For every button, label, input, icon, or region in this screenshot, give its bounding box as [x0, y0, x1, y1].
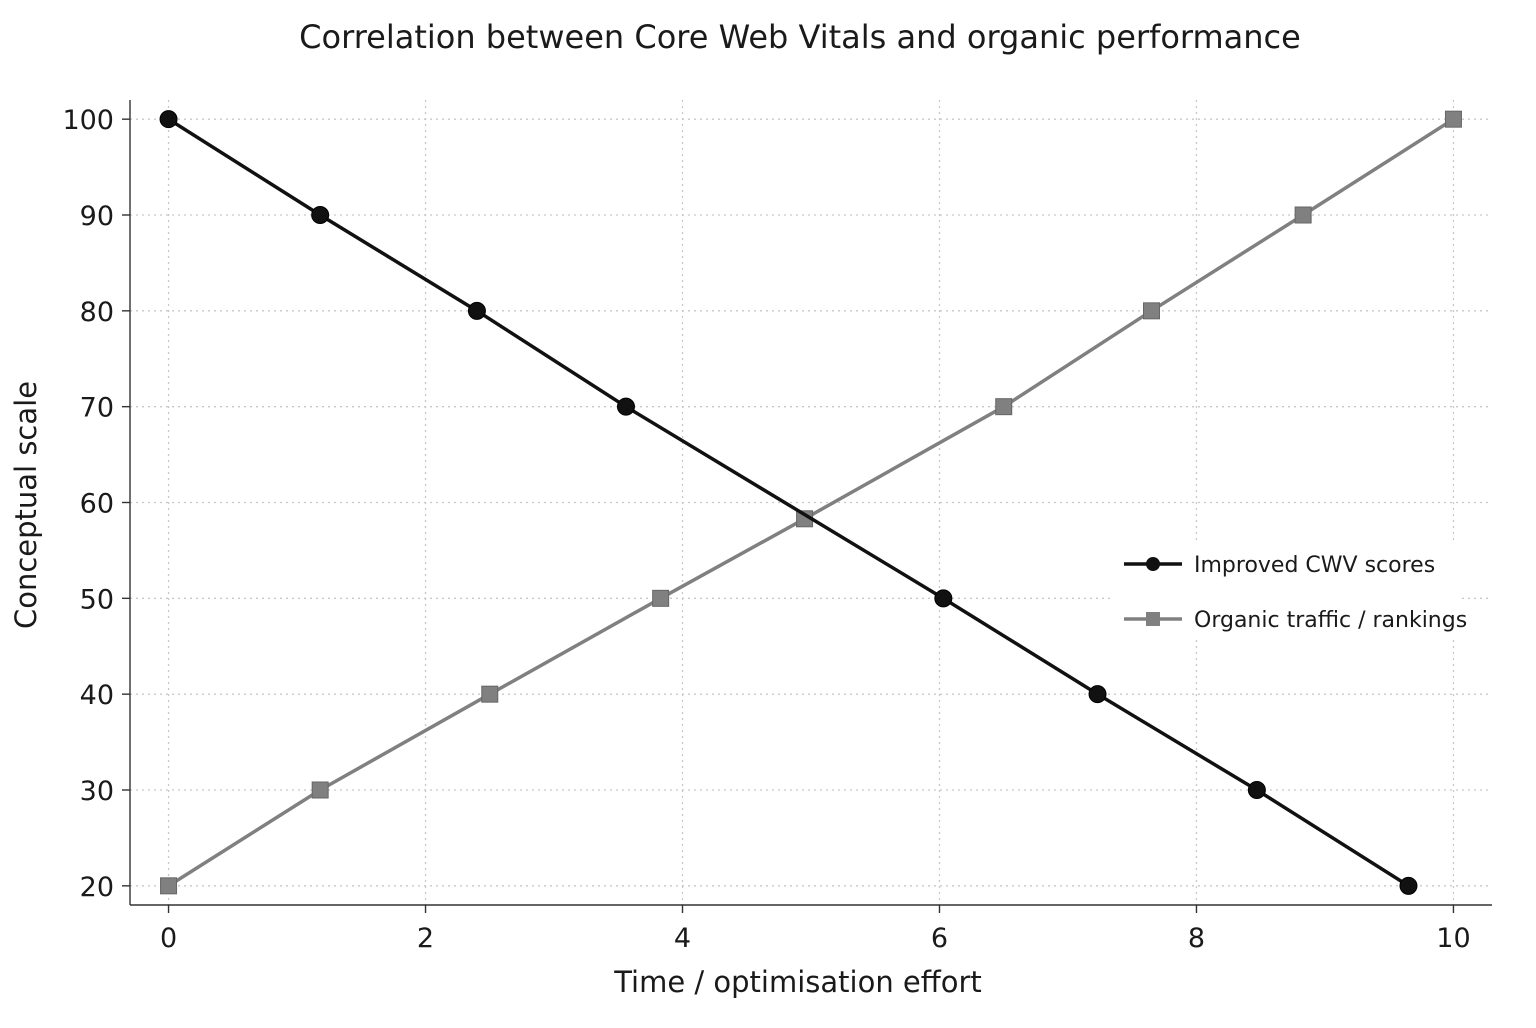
data-point	[1399, 876, 1418, 895]
data-point	[1088, 685, 1107, 704]
x-tick-label: 6	[931, 923, 948, 954]
y-axis-title: Conceptual scale	[9, 381, 43, 629]
data-point	[652, 589, 670, 607]
data-point	[160, 877, 178, 895]
legend-label: Improved CWV scores	[1194, 553, 1435, 578]
y-tick-label: 30	[80, 776, 114, 807]
legend-marker	[1146, 612, 1160, 626]
data-point	[995, 398, 1013, 416]
legend: Improved CWV scores Organic traffic / ran…	[1112, 540, 1467, 640]
series-line	[167, 117, 1455, 888]
x-axis-title: Time / optimisation effort	[613, 965, 982, 999]
series-line	[167, 117, 1410, 888]
legend-label: Organic traffic / rankings	[1194, 608, 1467, 633]
x-tick-label: 4	[674, 923, 691, 954]
series-layer	[159, 110, 1462, 895]
data-point	[481, 685, 499, 703]
data-point	[934, 589, 953, 608]
x-tick-label: 8	[1188, 923, 1205, 954]
data-point	[1247, 781, 1266, 799]
y-tick-label: 50	[80, 584, 114, 615]
y-tick-label: 90	[80, 201, 114, 232]
y-tick-label: 80	[80, 297, 114, 328]
data-point	[311, 206, 330, 224]
x-tick-label: 10	[1436, 923, 1470, 954]
data-point	[311, 781, 329, 799]
legend-marker	[1146, 557, 1160, 571]
series-2	[160, 110, 1462, 895]
x-tick-labels: 0 2 4 6 8 10	[160, 905, 1471, 954]
data-point	[1294, 206, 1312, 224]
y-tick-label: 20	[80, 872, 114, 903]
grid	[130, 100, 1492, 905]
data-point	[1444, 110, 1462, 128]
x-tick-label: 0	[160, 923, 177, 954]
data-point	[1143, 302, 1160, 320]
series-1	[159, 110, 1418, 895]
y-tick-label: 100	[62, 105, 114, 136]
data-point	[159, 110, 178, 129]
y-tick-label: 70	[80, 393, 114, 424]
chart-title: Correlation between Core Web Vitals and …	[299, 18, 1301, 56]
y-tick-label: 40	[80, 680, 114, 711]
data-point	[616, 397, 635, 416]
x-tick-label: 2	[417, 923, 434, 954]
legend-box	[1112, 540, 1462, 640]
y-tick-label: 60	[80, 489, 114, 520]
y-tick-labels: 20 30 40 50 60 70 80 90 100	[62, 105, 130, 903]
data-point	[467, 301, 486, 320]
